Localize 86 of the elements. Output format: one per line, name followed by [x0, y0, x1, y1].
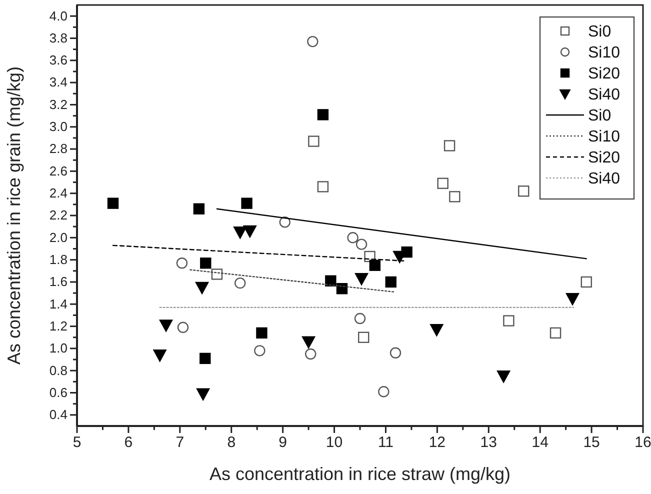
legend-label: Si20 — [588, 66, 620, 83]
point — [566, 292, 580, 306]
y-tick-label: 0.4 — [49, 407, 68, 422]
y-tick-label: 1.0 — [49, 340, 68, 356]
point — [302, 336, 316, 348]
y-tick-label: 3.8 — [49, 30, 68, 46]
y-tick-label: 4.0 — [49, 8, 68, 24]
point — [317, 181, 329, 192]
x-tick-label: 15 — [583, 434, 600, 451]
legend-label: Si20 — [588, 150, 620, 167]
y-tick-label: 2.4 — [49, 186, 68, 200]
point — [518, 186, 530, 197]
y-tick-label: 2.8 — [49, 141, 68, 156]
point — [196, 388, 210, 400]
point — [503, 315, 514, 326]
point — [307, 36, 318, 48]
x-tick-label: 6 — [124, 434, 133, 451]
legend-label: Si0 — [588, 108, 612, 125]
point — [279, 216, 290, 228]
legend-label: Si0 — [588, 24, 612, 41]
y-tick-label: 2.2 — [49, 208, 68, 223]
y-tick-label: 0.6 — [49, 384, 68, 400]
point — [193, 203, 205, 214]
point — [378, 386, 390, 398]
point — [195, 282, 209, 294]
point — [430, 324, 444, 336]
point — [369, 260, 381, 271]
x-axis-title: As concentration in rice straw (mg/kg) — [209, 464, 511, 484]
point — [308, 136, 320, 147]
point — [496, 370, 510, 383]
y-tick-label: 0.8 — [49, 362, 68, 378]
point — [354, 312, 366, 324]
point — [153, 349, 166, 362]
point — [107, 198, 119, 209]
point — [234, 226, 247, 239]
x-tick-label: 5 — [72, 434, 82, 451]
y-tick-label: 3.6 — [49, 52, 68, 68]
point — [305, 348, 316, 360]
x-tick-label: 12 — [428, 434, 446, 451]
point — [385, 276, 396, 288]
point — [159, 320, 173, 332]
point — [200, 352, 211, 364]
point — [336, 283, 348, 294]
point — [358, 332, 370, 343]
legend-label: Si10 — [588, 44, 620, 62]
legend-label: Si10 — [588, 128, 620, 146]
point — [241, 198, 252, 209]
point — [449, 191, 460, 202]
y-tick-label: 3.0 — [49, 119, 68, 134]
point — [580, 276, 592, 288]
x-tick-label: 11 — [378, 434, 394, 451]
x-tick-label: 9 — [278, 434, 287, 451]
point — [234, 277, 246, 289]
point — [437, 178, 448, 189]
point — [325, 275, 336, 286]
x-tick-label: 8 — [227, 434, 236, 451]
point — [444, 140, 456, 152]
point — [254, 345, 266, 356]
x-tick-label: 10 — [326, 434, 343, 451]
point — [177, 322, 189, 333]
point — [200, 258, 212, 269]
x-tick-label: 16 — [634, 434, 651, 451]
y-tick-label: 2.6 — [49, 163, 68, 178]
y-tick-label: 2.0 — [49, 230, 68, 245]
y-tick-label: 1.6 — [49, 274, 68, 290]
x-tick-label: 13 — [480, 434, 497, 451]
y-tick-label: 1.4 — [49, 296, 68, 312]
point — [550, 327, 562, 339]
point — [256, 327, 268, 339]
point — [317, 109, 329, 120]
point — [354, 273, 368, 286]
y-tick-label: 3.2 — [49, 96, 68, 112]
point — [176, 258, 188, 269]
y-tick-label: 1.2 — [49, 318, 68, 334]
y-axis-title: As concentration in rice grain (mg/kg) — [4, 66, 24, 365]
legend-label: Si40 — [588, 86, 620, 104]
y-tick-label: 1.8 — [49, 252, 68, 267]
x-tick-label: 7 — [176, 434, 184, 451]
x-tick-label: 14 — [532, 434, 548, 451]
point — [243, 225, 256, 238]
y-tick-label: 3.4 — [49, 74, 68, 90]
point — [211, 268, 223, 280]
point — [390, 347, 402, 358]
point — [356, 238, 368, 250]
legend-label: Si40 — [588, 170, 620, 188]
point — [347, 232, 358, 244]
